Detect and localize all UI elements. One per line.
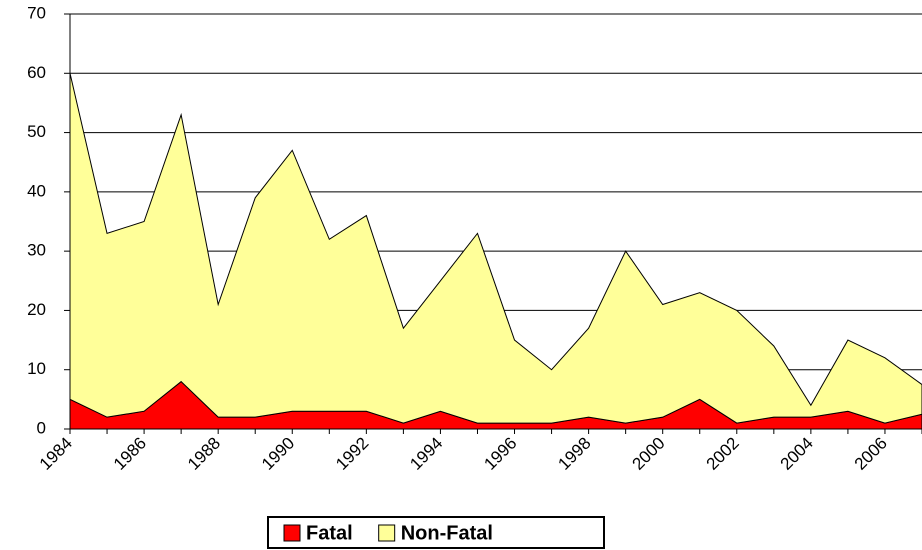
x-tick-label: 2000 bbox=[629, 434, 669, 474]
y-tick-label: 0 bbox=[37, 418, 46, 437]
x-tick-label: 1998 bbox=[554, 434, 594, 474]
x-tick-label: 1988 bbox=[184, 434, 224, 474]
x-tick-label: 1990 bbox=[258, 434, 298, 474]
y-tick-label: 60 bbox=[27, 63, 46, 82]
y-tick-label: 40 bbox=[27, 181, 46, 200]
y-tick-label: 10 bbox=[27, 359, 46, 378]
y-tick-label: 20 bbox=[27, 300, 46, 319]
x-tick-label: 1986 bbox=[110, 434, 150, 474]
x-tick-label: 2004 bbox=[777, 434, 817, 474]
legend: Fatal Non-Fatal bbox=[267, 516, 605, 549]
area bbox=[69, 73, 922, 424]
legend-box bbox=[267, 516, 605, 549]
x-tick-label: 2006 bbox=[851, 434, 891, 474]
x-tick-label: 1984 bbox=[36, 434, 76, 474]
x-tick-label: 2002 bbox=[703, 434, 743, 474]
legend-label: Fatal bbox=[306, 522, 353, 544]
legend-swatch bbox=[283, 524, 301, 542]
legend-swatch bbox=[378, 524, 396, 542]
y-tick-label: 50 bbox=[27, 122, 46, 141]
x-tick-label: 1992 bbox=[332, 434, 372, 474]
x-tick-label: 1996 bbox=[480, 434, 520, 474]
y-tick-label: 70 bbox=[27, 3, 46, 22]
legend-label: Non-Fatal bbox=[401, 522, 493, 544]
y-tick-label: 30 bbox=[27, 241, 46, 260]
x-tick-label: 1994 bbox=[406, 434, 446, 474]
